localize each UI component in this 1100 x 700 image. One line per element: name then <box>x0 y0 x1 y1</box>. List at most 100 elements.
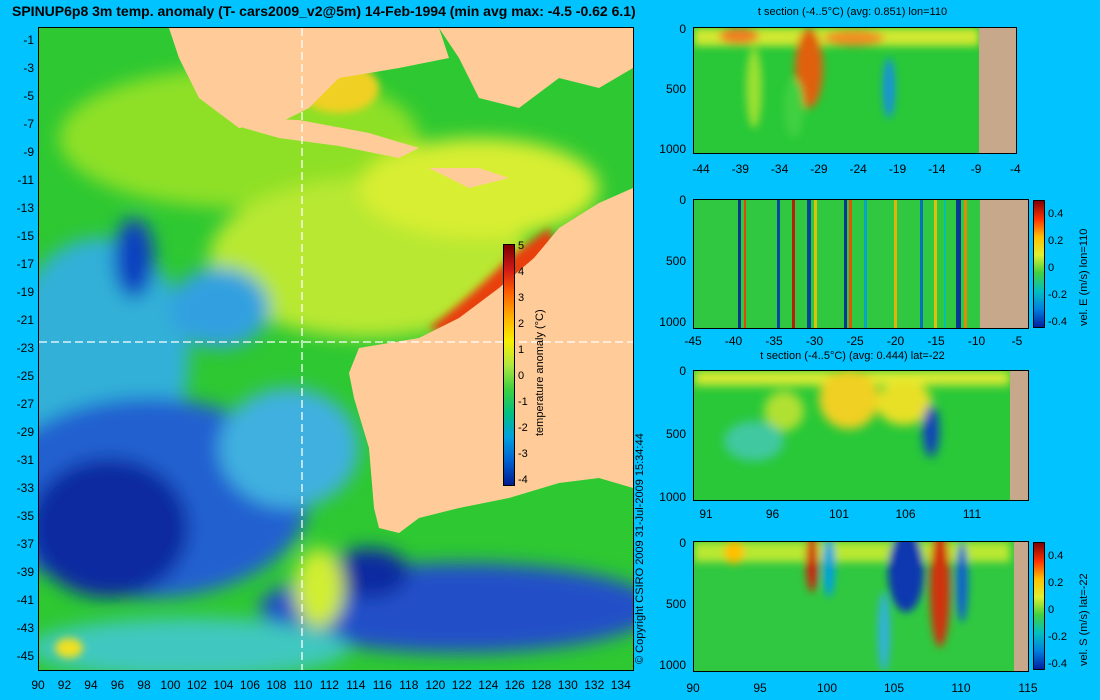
tick-label: 1000 <box>659 490 686 504</box>
tick-label: 95 <box>753 681 767 695</box>
tick-label: -15 <box>16 229 34 243</box>
tick-label: 90 <box>31 678 45 692</box>
tick-label: 114 <box>346 678 366 692</box>
section-temp-lon[interactable] <box>693 27 1017 154</box>
tick-label: -29 <box>810 162 828 176</box>
velocity-stripe <box>814 200 817 328</box>
temperature-anomaly-map[interactable] <box>38 27 634 671</box>
tick-label: 500 <box>665 597 686 611</box>
tick-label: 90 <box>686 681 700 695</box>
tick-label: 0 <box>679 22 686 36</box>
tick-label: -25 <box>16 369 34 383</box>
tick-label: 96 <box>110 678 125 692</box>
tick-label: -41 <box>16 593 34 607</box>
tick-label: -3 <box>23 61 34 75</box>
velocity-stripe <box>964 200 967 328</box>
tick-label: -7 <box>23 117 34 131</box>
vel-e-colorbar-label: vel. E (m/s) lon=110 <box>1078 228 1090 326</box>
map-svg <box>39 28 633 670</box>
tick-label: 106 <box>239 678 260 692</box>
tick-label: 120 <box>425 678 446 692</box>
tick-label: -21 <box>16 313 34 327</box>
tick-label: -11 <box>17 173 34 187</box>
tick-label: -19 <box>16 285 34 299</box>
tick-label: 500 <box>665 254 686 268</box>
tick-label: -45 <box>16 649 34 663</box>
velocity-stripe <box>894 200 897 328</box>
tick-label: 124 <box>478 678 499 692</box>
tick-label: -17 <box>16 257 34 271</box>
tick-label: -0.2 <box>1048 289 1067 301</box>
section-vel-s[interactable] <box>693 541 1029 672</box>
tick-label: 0 <box>679 193 686 207</box>
tick-label: -31 <box>16 453 34 467</box>
tick-label: -43 <box>16 621 34 635</box>
vel-s-colorbar <box>1033 542 1045 670</box>
section-temp-lat[interactable] <box>693 370 1029 501</box>
tick-label: 115 <box>1018 681 1038 695</box>
tick-label: -0.4 <box>1048 658 1067 670</box>
tick-label: 4 <box>518 266 525 279</box>
tick-label: 112 <box>319 678 339 692</box>
velocity-stripe <box>844 200 847 328</box>
tick-label: -24 <box>849 162 867 176</box>
velocity-stripe <box>792 200 795 328</box>
tick-label: -9 <box>970 162 982 176</box>
tick-label: 0.2 <box>1048 577 1064 589</box>
tick-label: -39 <box>16 565 34 579</box>
velocity-stripe <box>864 200 867 328</box>
tick-label: 111 <box>962 507 982 521</box>
tick-label: -45 <box>684 334 702 348</box>
tick-label: -4 <box>1010 162 1021 176</box>
section-temp-lon-title: t section (-4..5°C) (avg: 0.851) lon=110 <box>757 6 948 18</box>
tick-label: -19 <box>888 162 907 176</box>
tick-label: -3 <box>518 448 528 461</box>
tick-label: 118 <box>399 678 419 692</box>
tick-label: 126 <box>504 678 525 692</box>
tick-label: -33 <box>16 481 34 495</box>
tick-label: 1000 <box>659 315 686 329</box>
tick-label: 0.4 <box>1048 208 1064 220</box>
tick-label: -14 <box>928 162 946 176</box>
tick-label: -23 <box>16 341 34 355</box>
tick-label: 100 <box>160 678 181 692</box>
tick-label: -0.4 <box>1048 316 1067 328</box>
tick-label: -25 <box>846 334 864 348</box>
tick-label: 0 <box>1048 604 1055 616</box>
tick-label: -10 <box>967 334 986 348</box>
tick-label: 91 <box>699 507 713 521</box>
velocity-stripe <box>738 200 741 328</box>
tick-label: 3 <box>518 292 525 305</box>
velocity-stripe <box>777 200 780 328</box>
velocity-stripe <box>807 200 811 328</box>
velocity-stripe <box>944 200 946 328</box>
velocity-stripe <box>849 200 852 328</box>
tick-label: 116 <box>372 678 392 692</box>
tick-label: -39 <box>731 162 749 176</box>
tick-label: 500 <box>665 82 686 96</box>
tick-label: 102 <box>186 678 207 692</box>
tick-label: 0.2 <box>1048 235 1064 247</box>
tick-label: -35 <box>16 509 34 523</box>
map-colorbar-label: temperature anomaly (°C) <box>534 309 546 436</box>
vel-s-colorbar-label: vel. S (m/s) lat=-22 <box>1078 573 1090 666</box>
section-vel-e[interactable] <box>693 199 1029 329</box>
tick-label: -29 <box>16 425 34 439</box>
tick-label: 104 <box>213 678 234 692</box>
tick-label: 110 <box>951 681 971 695</box>
tick-label: -44 <box>692 162 710 176</box>
map-colorbar <box>503 244 515 486</box>
tick-label: 0 <box>518 370 525 383</box>
tick-label: 0 <box>1048 262 1055 274</box>
tick-label: -5 <box>1011 334 1023 348</box>
velocity-stripe <box>934 200 937 328</box>
velocity-stripe <box>744 200 746 328</box>
tick-label: 0 <box>679 536 686 550</box>
tick-label: 1000 <box>659 658 686 672</box>
tick-label: -4 <box>518 474 528 487</box>
tick-label: 130 <box>557 678 578 692</box>
section-temp-lat-title: t section (-4..5°C) (avg: 0.444) lat=-22 <box>760 350 945 362</box>
tick-label: 101 <box>828 507 850 521</box>
tick-label: -15 <box>927 334 945 348</box>
tick-label: -13 <box>16 201 34 215</box>
